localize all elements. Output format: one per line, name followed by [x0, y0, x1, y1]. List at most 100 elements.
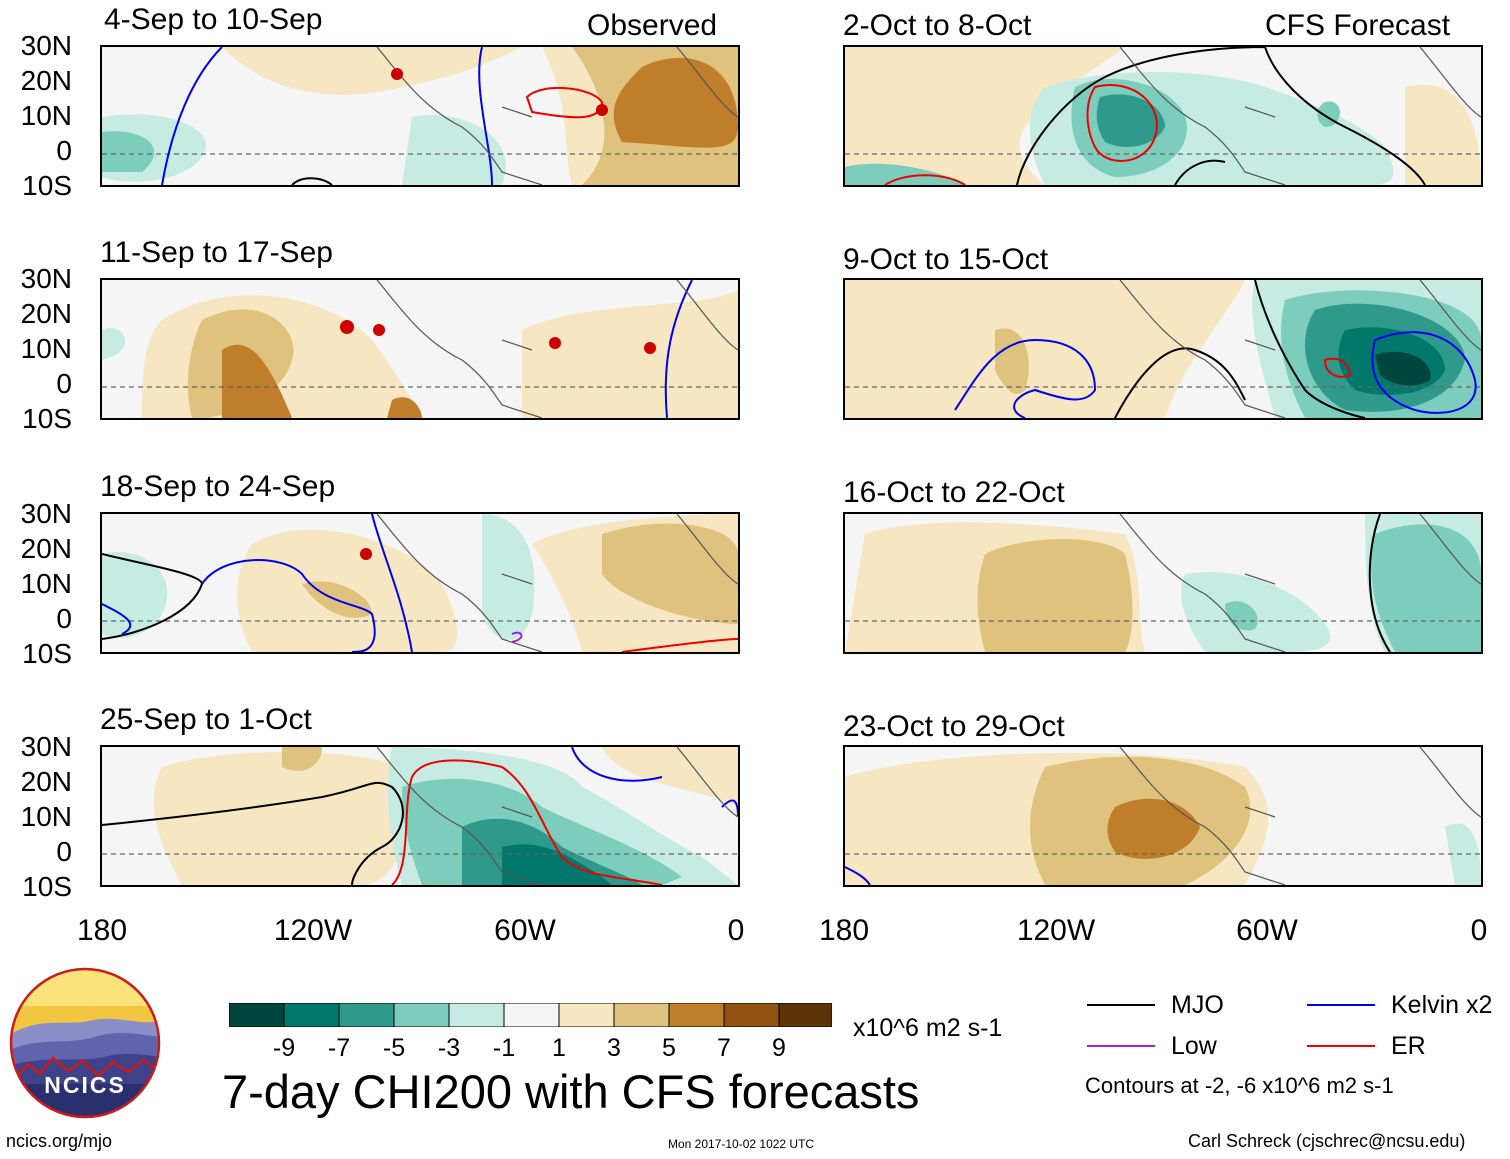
lat-label: 20N: [20, 533, 72, 564]
figure-title: 7-day CHI200 with CFS forecasts: [222, 1065, 920, 1118]
panel-title: 11-Sep to 17-Sep: [100, 236, 333, 269]
kelvin-contour: [478, 47, 493, 185]
mjo-contour: [1016, 47, 1426, 185]
storm-icon: [373, 324, 385, 336]
coastline: [376, 514, 738, 652]
anomaly-suppressed: [602, 747, 738, 807]
anomaly-suppressed: [1405, 84, 1481, 185]
anomaly-enhanced: [102, 327, 126, 360]
colorbar-swatch: [613, 1002, 670, 1028]
kelvin-contour: [161, 47, 223, 185]
anomaly-enhanced: [1181, 572, 1331, 652]
anomaly-suppressed: [387, 397, 422, 418]
colorbar-label: 9: [772, 1034, 786, 1062]
legend-label: Kelvin x2: [1391, 991, 1493, 1019]
panel-title: 23-Oct to 29-Oct: [843, 710, 1065, 743]
low-contour: [511, 631, 523, 643]
storm-icon: [644, 342, 656, 354]
lat-label: 0: [56, 603, 72, 634]
colorbar-label: 1: [552, 1034, 566, 1062]
lat-label: 0: [56, 836, 72, 867]
legend-swatch-mjo: [1087, 1004, 1155, 1006]
colorbar-label: -5: [382, 1034, 406, 1062]
mjo-contour: [102, 553, 204, 640]
lon-label: 60W: [1236, 914, 1298, 947]
kelvin-contour: [954, 338, 1097, 418]
anomaly-suppressed: [845, 280, 1245, 418]
legend-label: MJO: [1171, 991, 1224, 1019]
colorbar-swatch: [668, 1002, 725, 1028]
lat-label: 10N: [20, 333, 72, 364]
anomaly-enhanced: [102, 552, 168, 638]
colorbar-swatch: [228, 1002, 285, 1028]
anomaly-enhanced: [102, 131, 155, 172]
coastline: [1119, 514, 1481, 652]
lat-label: 10N: [20, 100, 72, 131]
logo-text: NCICS: [44, 1072, 126, 1098]
er-contour: [1323, 357, 1352, 378]
mjo-contour: [1114, 280, 1366, 418]
mjo-contour: [291, 177, 333, 185]
legend-label: Low: [1171, 1032, 1217, 1060]
lat-label: 10N: [20, 801, 72, 832]
coastline: [376, 280, 738, 418]
storm-icon: [549, 337, 561, 349]
colorbar-swatch: [283, 1002, 340, 1028]
colorbar-label: 3: [607, 1034, 621, 1062]
colorbar-svg: [228, 1002, 833, 1028]
lat-label: 30N: [20, 731, 72, 762]
lat-label: 30N: [20, 263, 72, 294]
legend-swatch-low: [1087, 1045, 1155, 1047]
anomaly-enhanced: [845, 163, 965, 185]
colorbar-swatch: [558, 1002, 615, 1028]
kelvin-contour: [371, 514, 413, 652]
colorbar: [228, 1002, 833, 1028]
map-panel-forecast-3: [843, 512, 1483, 654]
coastline: [1119, 747, 1481, 885]
mjo-contour: [102, 781, 404, 885]
storm-icon: [340, 320, 354, 334]
lat-label: 10S: [22, 871, 72, 902]
map-panel-forecast-1: [843, 45, 1483, 187]
lat-label: 30N: [20, 498, 72, 529]
colorbar-swatch: [723, 1002, 780, 1028]
panel-title: 2-Oct to 8-Oct: [843, 9, 1032, 42]
anomaly-enhanced: [482, 514, 535, 640]
forecast-header: CFS Forecast: [1265, 9, 1451, 42]
colorbar-swatch: [448, 1002, 505, 1028]
kelvin-contour: [664, 280, 693, 418]
map-panel-observed-4: [100, 745, 740, 887]
colorbar-label: -3: [437, 1034, 461, 1062]
anomaly-suppressed: [977, 539, 1133, 652]
panel-title: 4-Sep to 10-Sep: [104, 3, 323, 36]
footer-timestamp: Mon 2017-10-02 1022 UTC: [668, 1137, 815, 1151]
map-panel-forecast-2: [843, 278, 1483, 420]
panel-title: 16-Oct to 22-Oct: [843, 476, 1065, 509]
lon-label: 0: [1470, 914, 1488, 947]
kelvin-contour: [845, 866, 871, 885]
lon-label: 0: [727, 914, 745, 947]
storm-icon: [360, 548, 372, 560]
map-panel-forecast-4: [843, 745, 1483, 887]
storm-icon: [391, 68, 403, 80]
panel-title: 9-Oct to 15-Oct: [843, 243, 1049, 276]
anomaly-suppressed: [845, 47, 1125, 185]
lat-label: 10N: [20, 568, 72, 599]
kelvin-contour: [102, 559, 376, 652]
footer-url: ncics.org/mjo: [6, 1131, 113, 1151]
colorbar-label: 5: [662, 1034, 676, 1062]
lon-label: 120W: [1016, 914, 1096, 947]
colorbar-label: 7: [717, 1034, 731, 1062]
anomaly-enhanced: [1445, 823, 1481, 885]
legend-swatch-er: [1307, 1045, 1375, 1047]
lat-label: 20N: [20, 65, 72, 96]
colorbar-label: -1: [492, 1034, 516, 1062]
anomaly-suppressed: [153, 752, 410, 885]
lat-label: 20N: [20, 766, 72, 797]
panel-title: 25-Sep to 1-Oct: [100, 703, 312, 736]
anomaly-enhanced: [1375, 351, 1431, 386]
observed-header: Observed: [587, 9, 718, 42]
coastline: [376, 747, 738, 885]
anomaly-enhanced: [402, 115, 506, 185]
colorbar-swatch: [338, 1002, 395, 1028]
